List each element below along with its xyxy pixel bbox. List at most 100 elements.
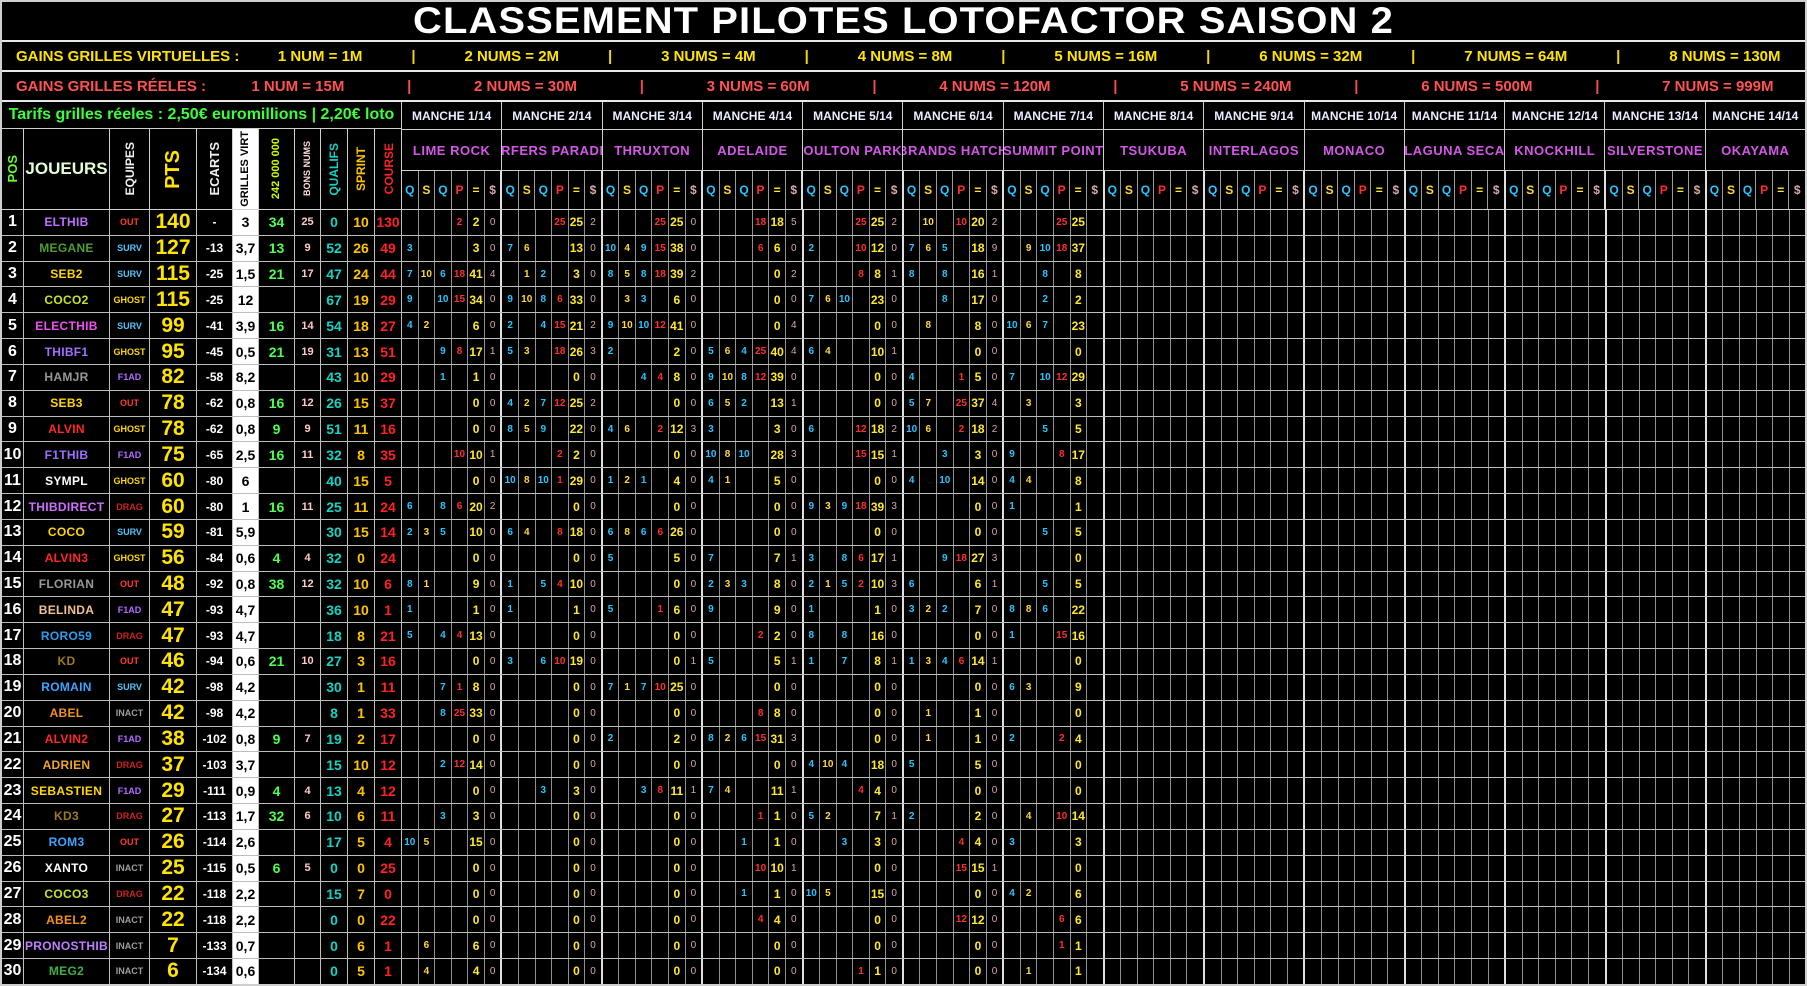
manche-cell [1105, 235, 1122, 261]
table-row-meg2[interactable]: 30 MEG2 INACT 6 -134 0,6 0 5 1 4 4 0 0 0 0 0 0 0 1 1 0 0 0 1 1 [2, 959, 1805, 984]
manche-cell [1422, 726, 1439, 752]
manche-cell: 0 [886, 313, 904, 339]
table-row-coco3[interactable]: 27 COCO3 DRAG 22 -118 2,2 15 7 0 0 0 0 0 0 0 1 1 0 10 5 15 0 0… [2, 881, 1805, 908]
manche-cell [753, 571, 770, 597]
manche-cell [1187, 700, 1205, 726]
table-row-hamjr[interactable]: 7 HAMJR F1AD 82 -58 8,2 43 10 29 1 1 0 0 0 4 4 8 0 9 10 8 12 3… [2, 364, 1805, 391]
manche-cell [1355, 726, 1372, 752]
manche-cell [402, 210, 419, 235]
manche-cell [1087, 313, 1105, 339]
table-row-seb2[interactable]: 3 SEB2 SURV 115 -25 1,5 21 17 47 24 44 7 10 6 18 41 4 1 2 3… [2, 261, 1805, 288]
manche-cell: 1 [519, 261, 536, 287]
subcolumn-header-p: P [1455, 171, 1472, 209]
table-row-pronosthib[interactable]: 29 PRONOSTHIB INACT 7 -133 0,7 0 6 1 6 6 0 0 0 0 0 0 0 0 0 0… [2, 933, 1805, 960]
manche-cell [753, 674, 770, 700]
manche-cell: 12 [452, 752, 469, 778]
manche-cell: 0 [1071, 545, 1088, 571]
manche-cell [1539, 468, 1556, 494]
manche-cell [736, 597, 753, 623]
manche-cell: 5 [402, 623, 419, 649]
table-row-xanto[interactable]: 26 XANTO INACT 25 -115 0,5 6 5 0 0 25 0 0 0 0 0 0 10 10 1 0 0… [2, 855, 1805, 882]
manche-cell [1439, 210, 1456, 235]
manche-cell: 10 [703, 442, 720, 468]
manche-cell: 0 [686, 623, 704, 649]
table-row-seb3[interactable]: 8 SEB3 OUT 78 -62 0,8 16 12 26 15 37 0 0 4 2 7 12 25 2 0 0 6 5… [2, 390, 1805, 417]
manche-cell: 0 [485, 649, 503, 674]
table-row-thibdirect[interactable]: 12 THIBDIRECT DRAG 60 -80 1 16 11 25 11 24 6 8 6 20 2 0 0… [2, 494, 1805, 520]
cell-g242: 21 [259, 261, 295, 287]
table-row-abel2[interactable]: 28 ABEL2 INACT 22 -118 2,2 0 0 22 0 0 0 0 0 0 4 4 0 0 0 12 12… [2, 907, 1805, 934]
manche-cell [804, 726, 821, 752]
manche-cell: 6 [1004, 674, 1021, 700]
manche-cell: 6 [920, 416, 937, 442]
cell-bons [295, 468, 321, 494]
manche-cell: 0 [569, 907, 586, 933]
table-row-elthib[interactable]: 1 ELTHIB OUT 140-3 34 25 0 10 130 2 2 0 25 25 2 25 25 0 18… [2, 210, 1805, 236]
manche-cell [1656, 623, 1673, 649]
table-row-electhib[interactable]: 5 ELECTHIB SURV 99 -41 3,9 16 14 54 18 27 4 2 6 0 2 4 15 2… [2, 313, 1805, 340]
manche-cell [736, 959, 753, 984]
manche-cell [402, 933, 419, 959]
table-row-romain[interactable]: 19 ROMAIN SURV 42 -98 4,2 30 1 11 7 1 8 0 0 0 7 1 7 10 25 0 0… [2, 674, 1805, 701]
manche-cell: 2 [485, 494, 503, 519]
manche-cell: 0 [970, 881, 987, 907]
table-row-alvin[interactable]: 9 ALVIN GHOST 78 -62 0,8 9 9 51 11 16 0 0 8 5 9 22 0 4 6 2 12… [2, 416, 1805, 443]
manche-cell [1339, 623, 1356, 649]
table-row-megane[interactable]: 2 MEGANE SURV 127 -13 3,7 13 9 52 26 49 3 3 0 7 6 13 0 10 4… [2, 235, 1805, 262]
table-row-kd[interactable]: 18 KD OUT 46 -94 0,6 21 10 27 3 16 0 0 3 6 10 19 0 0 1 5 5 1 1 7… [2, 649, 1805, 675]
table-row-alvin2[interactable]: 21 ALVIN2 F1AD 38 -102 0,8 9 7 19 2 17 0 0 0 0 2 2 0 8 2 6 15… [2, 726, 1805, 753]
table-row-rom3[interactable]: 25 ROM3 OUT 26 -114 2,6 17 5 4 10 5 15 0 0 0 0 0 1 1 0 3 3 0 4 4… [2, 829, 1805, 856]
table-row-adrien[interactable]: 22 ADRIEN DRAG 37 -103 3,7 15 10 12 2 12 14 0 0 0 0 0 0 0 4… [2, 752, 1805, 779]
table-row-kd3[interactable]: 24 KD3 DRAG 27 -113 1,7 32 6 10 6 11 3 3 0 0 0 0 0 1 1 0 5 2 7 1… [2, 804, 1805, 830]
manche-cell [1288, 623, 1306, 649]
table-row-abel[interactable]: 20 ABEL INACT 42 -98 4,2 8 1 33 8 25 33 0 0 0 0 0 8 8 0 0 0 1 1… [2, 700, 1805, 727]
manche-subcolumns-2: Q S Q P = $ [502, 171, 603, 209]
table-row-roro59[interactable]: 17 RORO59 DRAG 47 -93 4,7 18 8 21 5 4 4 13 0 0 0 0 0 2 2 0 8 8… [2, 623, 1805, 650]
subcolumn-header-s: S [1623, 171, 1640, 209]
table-row-coco[interactable]: 13 COCO SURV 59 -81 5,9 30 15 14 2 3 5 10 0 6 4 8 18 0 6 8 6 6… [2, 519, 1805, 546]
table-row-coco2[interactable]: 4 COCO2 GHOST 115 -25 12 67 19 29 9 10 15 34 0 9 10 8 6 33… [2, 287, 1805, 314]
manche-cell: 1 [970, 700, 987, 726]
manche-cell [402, 804, 419, 829]
cell-sprint: 15 [348, 519, 375, 545]
table-row-sympl[interactable]: 11 SYMPL GHOST 60 -80 6 40 15 5 0 0 10 8 10 1 29 0 1 2 1 4 0 4… [2, 468, 1805, 495]
manche-cell [1523, 494, 1540, 519]
table-row-f1thib[interactable]: 10 F1THIB F1AD 75 -65 2,5 16 11 32 8 35 10 10 1 2 2 0 0 0 1… [2, 442, 1805, 469]
manche-cell [904, 545, 921, 571]
manche-cell: 8 [870, 261, 887, 287]
manche-cell [1388, 623, 1406, 649]
cell-qualifs: 0 [321, 933, 348, 959]
table-row-thibf1[interactable]: 6 THIBF1 GHOST 95 -45 0,5 21 19 31 13 51 9 8 17 1 5 3 18 2… [2, 339, 1805, 365]
subcolumn-header-p: P [1556, 171, 1573, 209]
table-row-alvin3[interactable]: 14 ALVIN3 GHOST 56 -84 0,6 4 4 32 0 24 0 0 0 0 5 5 0 7 7 1 3 8… [2, 545, 1805, 572]
subcolumn-header-q: Q [1305, 171, 1322, 209]
manche-cell [536, 597, 553, 623]
manche-cell: 3 [1021, 390, 1038, 416]
manche-cell [1489, 726, 1507, 752]
manche-cell [1305, 519, 1322, 545]
table-row-sebastien[interactable]: 23 SEBASTIEN F1AD 29 -111 0,9 4 4 13 4 12 0 0 3 3 0 3 8 11… [2, 778, 1805, 805]
manche-cell [519, 571, 536, 597]
manche-cell [1255, 933, 1272, 959]
manche-track-9: INTERLAGOS [1204, 130, 1305, 170]
cell-bons [295, 597, 321, 623]
cell-bons [295, 700, 321, 726]
manche-cell [1121, 210, 1138, 235]
manche-cell: 20 [970, 210, 987, 235]
column-header-label: 242 000 000 [270, 138, 282, 200]
cell-ecarts: -62 [197, 390, 233, 416]
manche-cell [1187, 571, 1205, 597]
table-row-belinda[interactable]: 16 BELINDA F1AD 47 -93 4,7 36 10 1 1 1 0 1 1 0 5 1 6 0 9 9 0 1… [2, 597, 1805, 624]
manche-cell: 10 [468, 519, 485, 545]
manche-cell: 10 [1054, 804, 1071, 829]
manche-cell [1523, 210, 1540, 235]
manche-cell [1372, 700, 1389, 726]
manche-cell [619, 494, 636, 519]
manche-cell: 0 [468, 726, 485, 752]
manche-cell: 1 [870, 597, 887, 623]
gains-virtuelles-item: 5 NUMS = 16M [1054, 47, 1158, 65]
table-row-florian[interactable]: 15 FLORIAN OUT 48 -92 0,8 38 12 32 10 6 8 1 9 0 1 5 4 10 0 0… [2, 571, 1805, 598]
manche-cell [536, 210, 553, 235]
manche-cell: 5 [1037, 519, 1054, 545]
manche-cell [1187, 726, 1205, 752]
